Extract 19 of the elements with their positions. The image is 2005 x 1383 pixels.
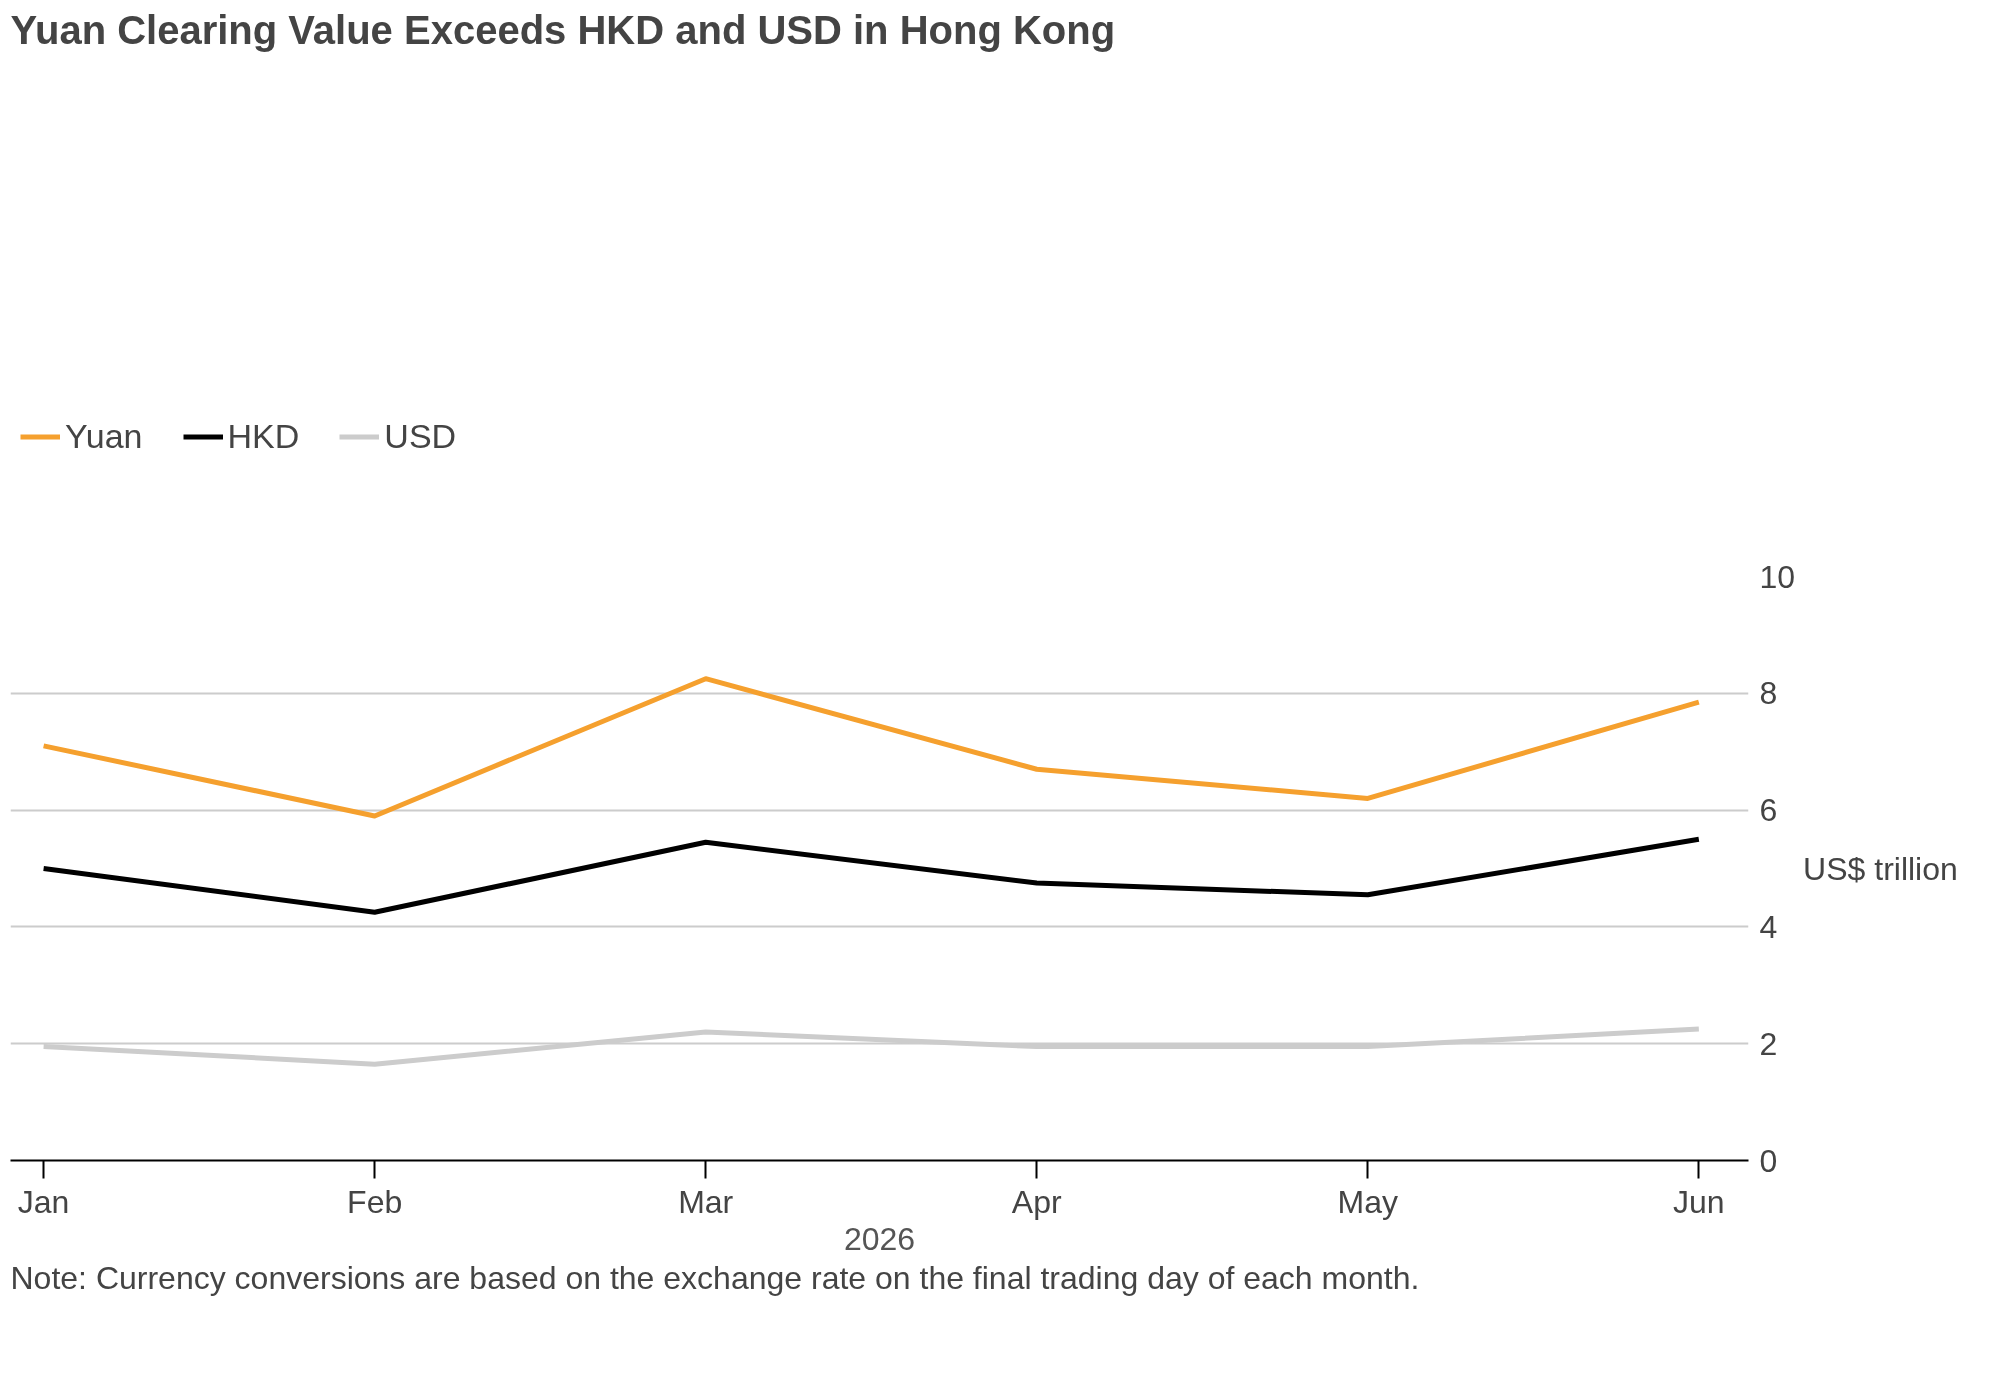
chart-title: Yuan Clearing Value Exceeds HKD and USD in Hong Kong (10, 7, 1116, 52)
x-tick-label: Apr (1011, 1183, 1062, 1220)
y-tick-label: 6 (1759, 792, 1778, 829)
x-tick-label: Jun (1673, 1183, 1725, 1220)
legend-label: Yuan (65, 416, 143, 456)
y-tick-label: 2 (1759, 1025, 1778, 1062)
y-tick-label: 10 (1759, 558, 1796, 595)
legend-label: HKD (227, 416, 300, 456)
x-axis-title: 2026 (843, 1220, 916, 1257)
y-tick-label: 8 (1759, 675, 1778, 712)
x-tick-label: Jan (17, 1183, 70, 1220)
x-tick-label: Feb (347, 1183, 403, 1220)
y-tick-label: 4 (1759, 908, 1778, 945)
text: Note: Currency conversions are based on the exchange rate on the final trading day of each month. (10, 1259, 1420, 1296)
y-tick-label: 0 (1759, 1142, 1778, 1179)
x-tick-label: Mar (678, 1183, 734, 1220)
y-axis-title: US$ trillion (1803, 850, 1958, 887)
legend-label: USD (384, 416, 457, 456)
x-tick-label: May (1337, 1183, 1399, 1220)
